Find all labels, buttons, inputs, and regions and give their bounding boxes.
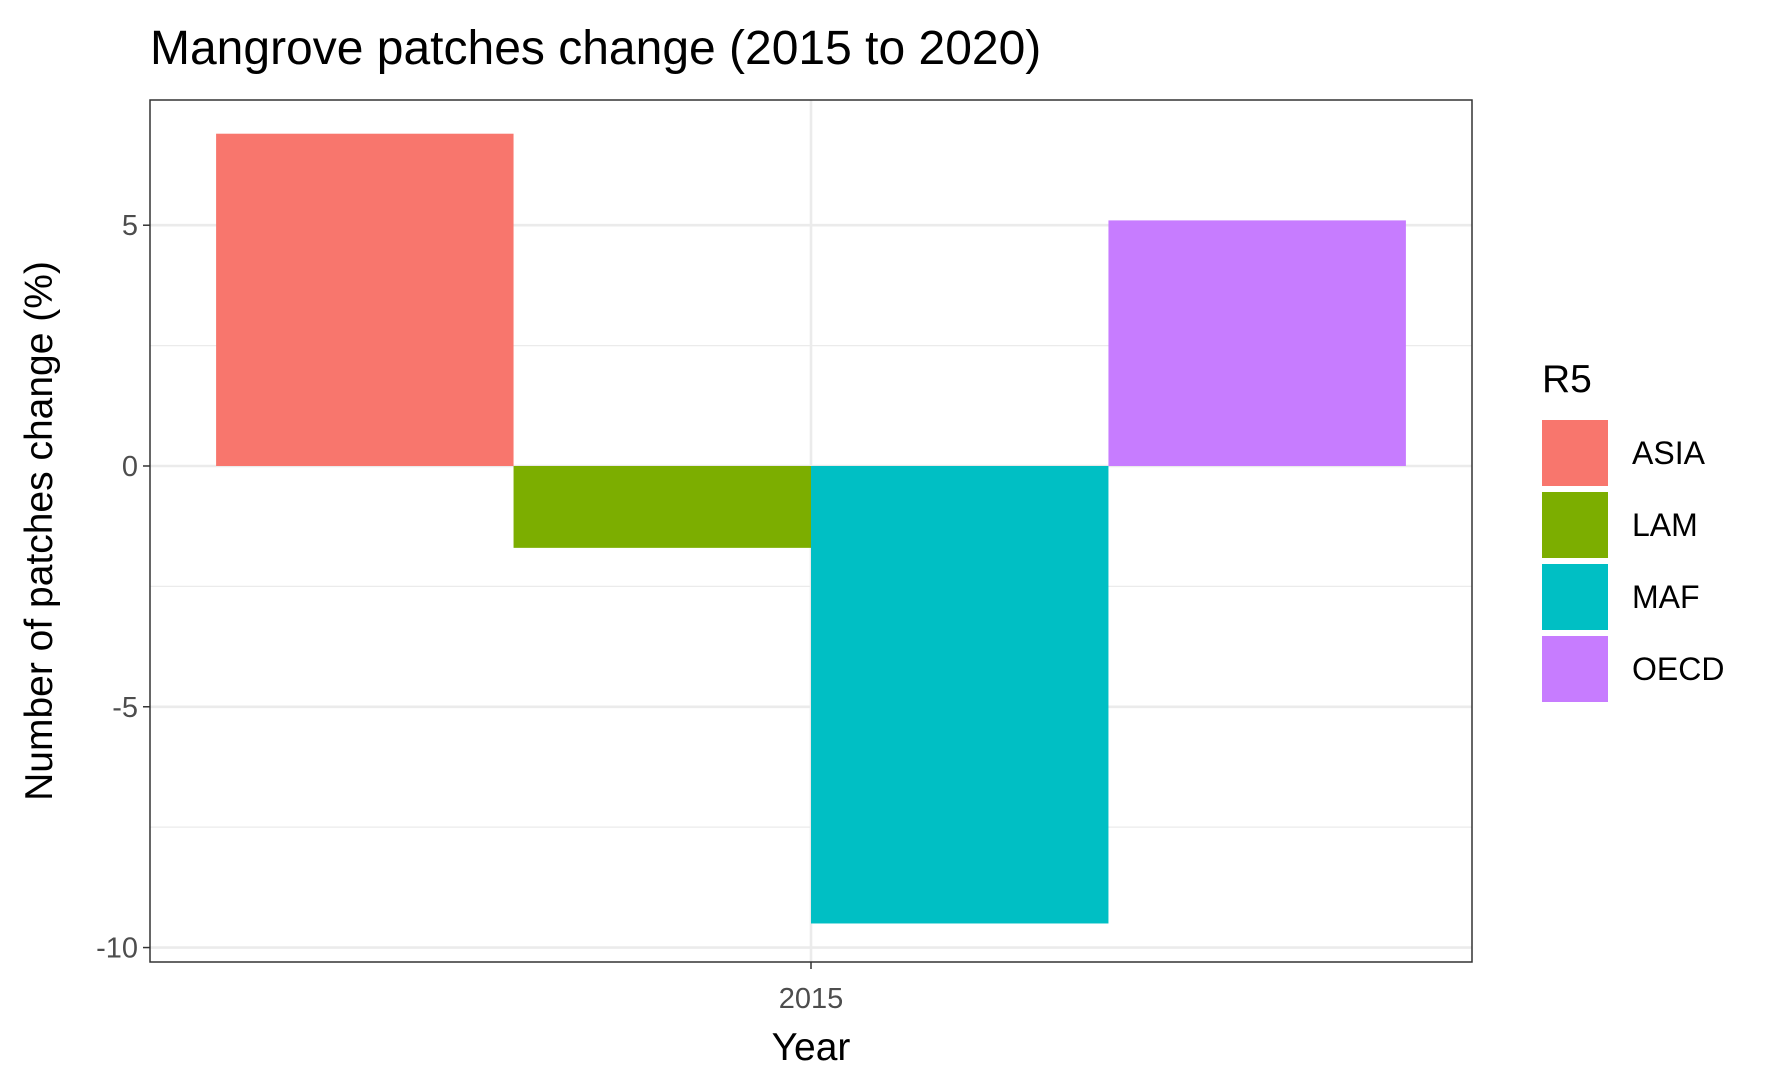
- bar-maf: [811, 465, 1109, 924]
- x-tick-label: 2015: [779, 983, 844, 1015]
- y-tick-label: -10: [96, 933, 138, 965]
- legend-item-asia: ASIA: [1542, 420, 1706, 486]
- legend-swatch: [1542, 420, 1608, 486]
- legend-swatch: [1542, 492, 1608, 558]
- bar-oecd: [1108, 220, 1406, 466]
- y-tick-label: 5: [122, 210, 138, 242]
- legend-label: LAM: [1632, 507, 1698, 543]
- plot-panel: [149, 99, 1473, 963]
- legend-label: MAF: [1632, 579, 1700, 615]
- legend-item-oecd: OECD: [1542, 636, 1724, 702]
- bar-lam: [513, 465, 811, 548]
- chart-title: Mangrove patches change (2015 to 2020): [150, 22, 1041, 75]
- y-axis: -10 -5 0 5: [96, 210, 150, 965]
- legend-title: R5: [1542, 358, 1592, 401]
- y-axis-title: Number of patches change (%): [18, 261, 61, 801]
- legend-swatch: [1542, 636, 1608, 702]
- legend-items: ASIA LAM MAF OECD: [1542, 420, 1724, 702]
- y-tick-label: -5: [112, 692, 138, 724]
- bars: [216, 133, 1406, 924]
- bar-asia: [216, 133, 514, 466]
- legend: R5 ASIA LAM MAF OECD: [1542, 358, 1724, 702]
- x-axis: 2015: [779, 962, 844, 1015]
- legend-item-maf: MAF: [1542, 564, 1700, 630]
- legend-item-lam: LAM: [1542, 492, 1698, 558]
- x-axis-title: Year: [772, 1026, 851, 1069]
- legend-label: ASIA: [1632, 435, 1706, 471]
- legend-label: OECD: [1632, 651, 1724, 687]
- y-tick-label: 0: [122, 451, 138, 483]
- legend-swatch: [1542, 564, 1608, 630]
